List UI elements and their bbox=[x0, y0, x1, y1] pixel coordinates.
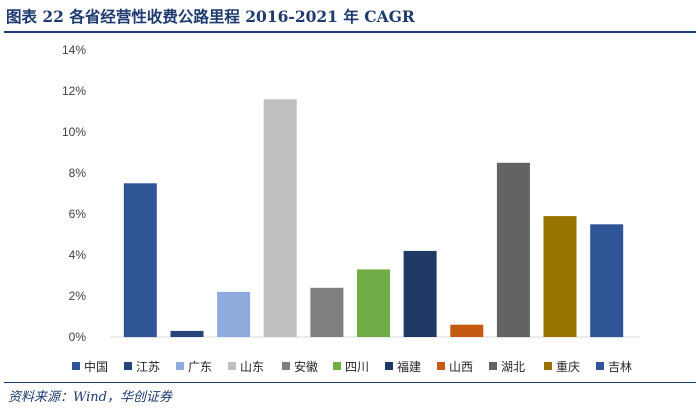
legend-swatch bbox=[437, 362, 445, 370]
legend-label: 福建 bbox=[397, 359, 421, 374]
legend-swatch bbox=[489, 362, 497, 370]
y-tick-label: 2% bbox=[69, 289, 87, 303]
legend-label: 山西 bbox=[449, 360, 473, 374]
bar bbox=[217, 291, 251, 337]
legend-swatch bbox=[385, 362, 393, 370]
legend-label: 广东 bbox=[188, 360, 212, 374]
bar bbox=[170, 330, 204, 337]
legend-label: 江苏 bbox=[136, 360, 160, 374]
bar bbox=[496, 162, 530, 338]
legend-item: 湖北 bbox=[489, 359, 525, 374]
bar bbox=[310, 287, 344, 337]
bar-series bbox=[123, 99, 624, 338]
y-tick-label: 8% bbox=[69, 166, 87, 180]
legend-item: 安徽 bbox=[282, 359, 318, 374]
legend-label: 安徽 bbox=[294, 359, 318, 374]
legend-swatch bbox=[333, 362, 341, 370]
bar bbox=[263, 99, 297, 337]
bar-chart: 0% 2% 4% 6% 8% 10% 12% 14% 中国 江苏 广东 山东 安徽 四川 福建 山西 湖北 重庆… bbox=[62, 43, 640, 374]
bar bbox=[403, 250, 437, 337]
legend-swatch bbox=[176, 362, 184, 370]
legend-label: 吉林 bbox=[608, 360, 632, 374]
y-tick-label: 10% bbox=[62, 125, 86, 139]
legend-swatch bbox=[228, 362, 236, 370]
y-tick-label: 4% bbox=[69, 248, 87, 262]
legend-item: 山东 bbox=[228, 360, 264, 374]
legend-item: 江苏 bbox=[124, 360, 160, 374]
y-tick-label: 12% bbox=[62, 84, 86, 98]
legend-swatch bbox=[596, 362, 604, 370]
y-tick-label: 14% bbox=[62, 43, 86, 57]
legend-swatch bbox=[124, 362, 132, 370]
legend-label: 湖北 bbox=[501, 359, 525, 374]
y-axis: 0% 2% 4% 6% 8% 10% 12% 14% bbox=[62, 43, 86, 344]
y-tick-label: 0% bbox=[69, 330, 87, 344]
bar bbox=[543, 216, 577, 337]
legend-item: 广东 bbox=[176, 360, 212, 374]
page-title: 图表 22 各省经营性收费公路里程 2016-2021 年 CAGR bbox=[6, 7, 415, 26]
legend-label: 山东 bbox=[240, 360, 264, 374]
legend-item: 山西 bbox=[437, 360, 473, 374]
legend-swatch bbox=[72, 362, 80, 370]
legend-item: 福建 bbox=[385, 359, 421, 374]
legend-item: 重庆 bbox=[544, 360, 580, 374]
bar bbox=[590, 224, 624, 338]
legend-label: 四川 bbox=[345, 360, 369, 374]
bar bbox=[450, 324, 484, 337]
legend-swatch bbox=[282, 362, 290, 370]
bar bbox=[357, 269, 390, 337]
legend-item: 四川 bbox=[333, 360, 369, 374]
chart-legend: 中国 江苏 广东 山东 安徽 四川 福建 山西 湖北 重庆 吉林 bbox=[72, 359, 632, 374]
source-note: 资料来源：Wind，华创证券 bbox=[8, 390, 172, 405]
legend-label: 中国 bbox=[84, 359, 108, 374]
legend-item: 中国 bbox=[72, 359, 108, 374]
y-tick-label: 6% bbox=[69, 207, 87, 221]
source-divider bbox=[4, 382, 696, 383]
title-divider bbox=[4, 31, 696, 33]
legend-item: 吉林 bbox=[596, 360, 632, 374]
legend-swatch bbox=[544, 362, 552, 370]
legend-label: 重庆 bbox=[556, 360, 580, 374]
bar bbox=[123, 183, 157, 338]
